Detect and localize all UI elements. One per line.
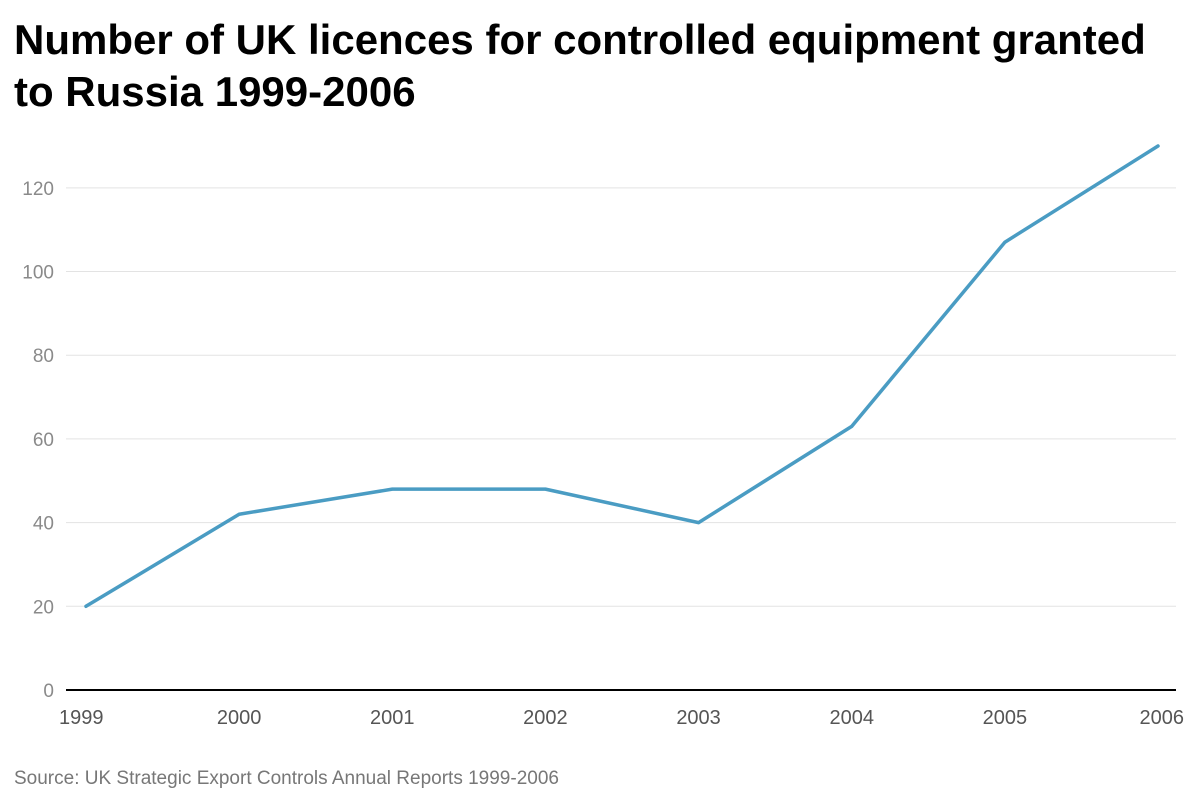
x-axis-ticks: 1999 2000 2001 2002 2003 2004 2005 2006 — [59, 707, 1184, 729]
y-tick-label: 60 — [33, 430, 54, 451]
series-line — [84, 144, 1160, 609]
x-tick-label: 2002 — [523, 707, 568, 729]
gridlines — [66, 187, 1176, 607]
data-point — [390, 487, 394, 491]
y-tick-label: 0 — [43, 681, 54, 702]
x-tick-label: 2005 — [983, 707, 1028, 729]
x-tick-label: 2003 — [676, 707, 721, 729]
x-tick-label: 2006 — [1140, 707, 1185, 729]
x-tick-label: 2001 — [370, 707, 415, 729]
y-tick-label: 80 — [33, 346, 54, 367]
source-note: Source: UK Strategic Export Controls Ann… — [14, 768, 559, 789]
x-tick-label: 1999 — [59, 707, 104, 729]
series-lines — [84, 144, 1160, 609]
data-point — [543, 487, 547, 491]
y-tick-label: 100 — [22, 263, 54, 284]
y-tick-label: 40 — [33, 514, 54, 535]
chart-title: Number of UK licences for controlled equ… — [14, 16, 1146, 115]
data-point — [84, 604, 88, 608]
data-point — [1003, 240, 1007, 244]
data-point — [237, 512, 241, 516]
x-tick-label: 2004 — [829, 707, 874, 729]
y-axis-ticks: 0 20 40 60 80 100 120 — [22, 179, 54, 702]
data-point — [850, 424, 854, 428]
y-tick-label: 120 — [22, 179, 54, 200]
data-point — [697, 521, 701, 525]
y-tick-label: 20 — [33, 597, 54, 618]
data-point — [1156, 144, 1160, 148]
x-tick-label: 2000 — [217, 707, 262, 729]
